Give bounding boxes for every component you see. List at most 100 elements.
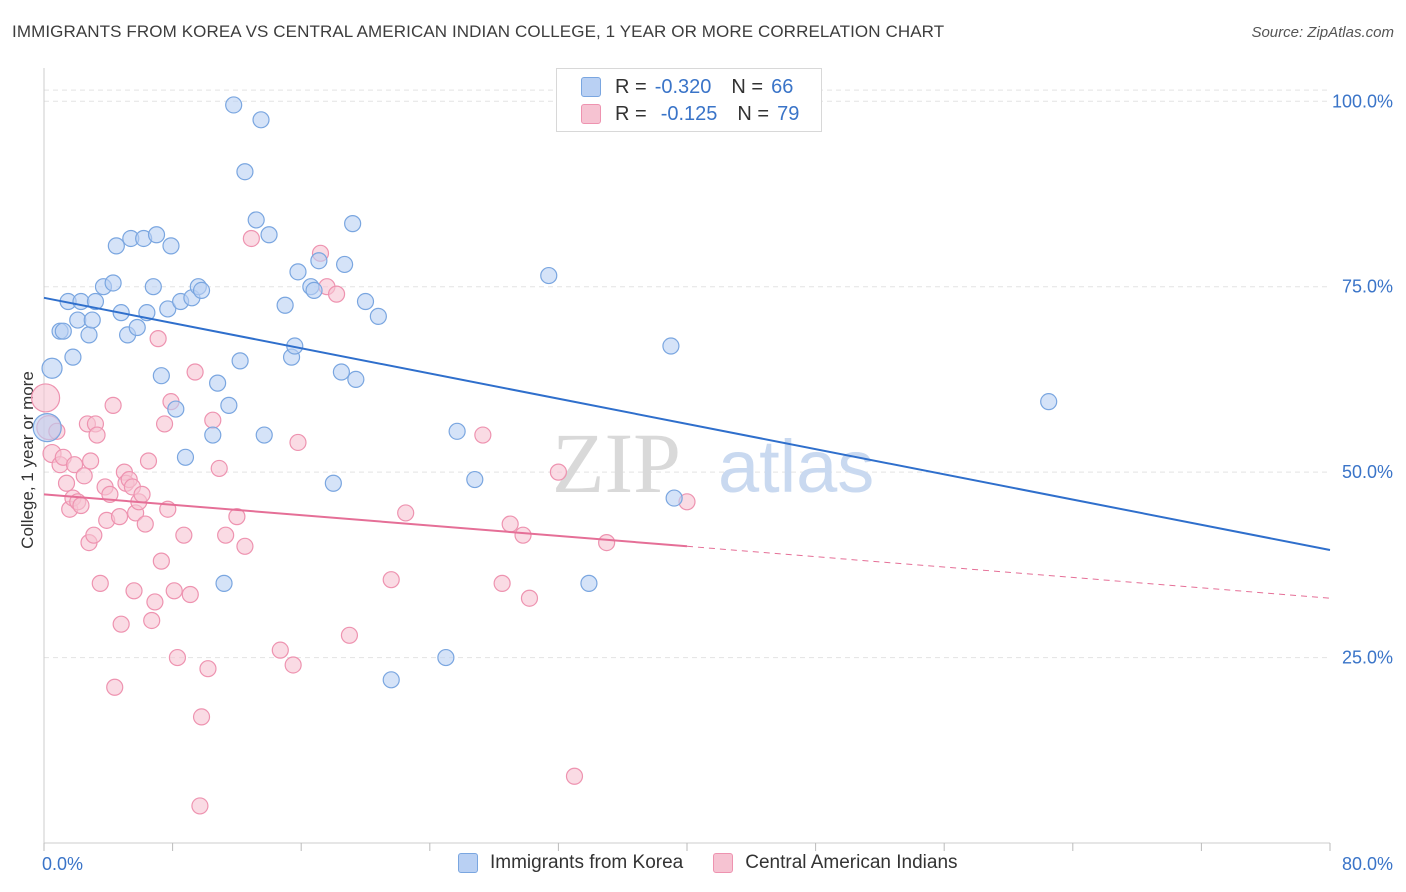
legend-row-korea: R = -0.320 N = 66 (581, 75, 793, 99)
korea-point-10 (86, 292, 105, 311)
cai-point-6 (57, 474, 76, 492)
korea-point-20 (144, 278, 162, 296)
cai-point-53 (210, 459, 228, 478)
cai-point-18 (88, 426, 106, 444)
korea-swatch (581, 77, 601, 97)
cai-point-54 (217, 526, 235, 544)
cai-point-49 (191, 797, 209, 815)
korea-point-13 (107, 237, 125, 255)
cai-point-41 (155, 415, 174, 433)
korea-point-21 (147, 226, 166, 244)
korea-point-6 (69, 311, 87, 329)
cai-point-67 (474, 426, 492, 444)
cai-point-12 (75, 467, 93, 485)
cai-point-37 (143, 611, 161, 630)
cai-point-68 (493, 574, 511, 592)
korea-n-value: 66 (771, 75, 794, 98)
cai-point-69 (501, 515, 519, 533)
cai-point-71 (520, 589, 539, 607)
cai-trend-extension (686, 545, 1331, 599)
korea-n-label: N = (731, 75, 764, 98)
korea-trend-line (43, 296, 1331, 551)
series-central-american-indians (31, 229, 696, 815)
korea-point-31 (204, 426, 222, 444)
cai-point-26 (112, 615, 130, 633)
korea-point-49 (324, 474, 342, 492)
axes (43, 68, 1331, 851)
cai-point-72 (549, 463, 568, 481)
korea-point-23 (159, 300, 177, 318)
x-tick-label-0: 0.0% (42, 854, 83, 874)
grid-lines (44, 89, 1330, 659)
korea-point-35 (225, 96, 243, 114)
korea-point-57 (448, 422, 466, 440)
cai-point-15 (82, 452, 100, 470)
legend-item-cai[interactable]: Central American Indians (713, 852, 958, 874)
korea-point-42 (276, 296, 294, 314)
y-tick-label-3: 100.0% (1332, 91, 1393, 111)
correlation-legend: R = -0.320 N = 66 R = -0.125 N = 79 (556, 68, 822, 132)
cai-point-40 (152, 552, 170, 570)
cai-point-73 (565, 767, 584, 785)
cai-point-36 (139, 452, 158, 470)
korea-r-label: R = (615, 75, 647, 98)
cai-point-74 (598, 533, 616, 552)
y-tick-label-2: 75.0% (1342, 277, 1393, 297)
korea-point-17 (128, 318, 146, 337)
cai-point-64 (340, 626, 359, 644)
korea-point-54 (356, 292, 375, 311)
cai-trend-line (43, 493, 688, 548)
cai-point-38 (146, 593, 164, 611)
cai-legend-swatch (713, 853, 734, 873)
series-legend: Immigrants from Korea Central American I… (458, 852, 988, 874)
cai-point-59 (284, 656, 302, 674)
cai-point-60 (289, 433, 307, 452)
cai-n-value: 79 (777, 102, 800, 125)
y-tick-label-0: 25.0% (1342, 648, 1393, 668)
korea-point-62 (662, 337, 680, 355)
cai-point-63 (327, 285, 346, 303)
trend-lines (43, 296, 1331, 599)
cai-r-value: -0.125 (660, 102, 718, 125)
korea-point-9 (83, 311, 101, 329)
series-korea (32, 96, 1058, 689)
x-tick-label-1: 80.0% (1342, 854, 1393, 874)
korea-point-63 (665, 489, 683, 507)
korea-point-12 (104, 274, 122, 292)
cai-point-25 (110, 508, 129, 526)
korea-point-25 (167, 400, 185, 418)
cai-point-47 (181, 585, 199, 604)
cai-point-52 (204, 411, 222, 429)
korea-point-47 (305, 281, 323, 299)
cai-point-45 (168, 648, 187, 667)
cai-point-44 (165, 582, 183, 600)
korea-point-8 (80, 326, 98, 344)
korea-point-59 (382, 671, 400, 689)
korea-point-1 (41, 357, 63, 379)
cai-point-50 (192, 708, 211, 726)
korea-point-24 (162, 237, 180, 255)
tick-labels: 25.0% 50.0% 75.0% 100.0% 0.0% 80.0% (42, 91, 1393, 874)
legend-row-cai: R = -0.125 N = 79 (581, 102, 799, 126)
legend-item-korea[interactable]: Immigrants from Korea (458, 852, 683, 874)
korea-point-37 (236, 163, 254, 181)
korea-point-39 (252, 111, 270, 129)
korea-point-27 (176, 448, 195, 466)
cai-point-35 (136, 515, 154, 533)
korea-point-41 (260, 226, 278, 244)
korea-point-40 (255, 426, 273, 444)
korea-point-48 (310, 252, 328, 270)
cai-point-0 (31, 383, 61, 413)
cai-point-70 (514, 526, 532, 544)
korea-point-61 (580, 574, 598, 592)
cai-point-11 (72, 496, 90, 515)
source-label: Source: ZipAtlas.com (1251, 24, 1394, 41)
korea-point-60 (540, 266, 558, 285)
korea-point-36 (231, 352, 249, 370)
korea-point-0 (32, 413, 62, 443)
korea-legend-swatch (458, 853, 478, 873)
cai-point-31 (125, 582, 143, 600)
cai-point-16 (85, 526, 103, 544)
cai-swatch (581, 104, 601, 124)
